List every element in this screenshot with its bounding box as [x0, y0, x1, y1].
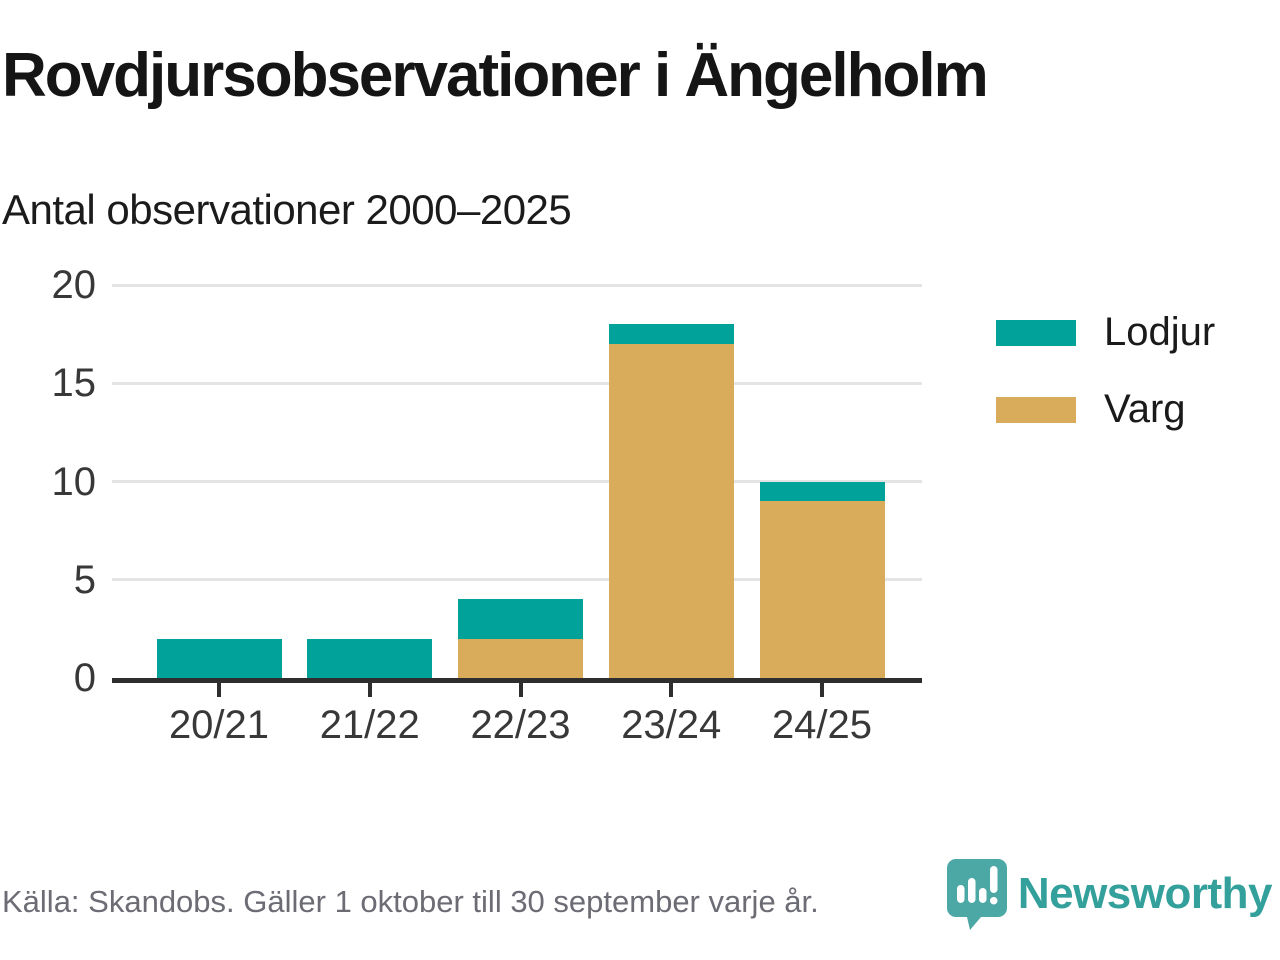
x-axis-tick — [820, 683, 824, 697]
chart-title: Rovdjursobservationer i Ängelholm — [2, 41, 989, 110]
x-tick-label: 24/25 — [771, 703, 873, 747]
x-axis-tick — [217, 683, 221, 697]
bar-segment-varg-23/24 — [608, 343, 734, 678]
gridline-y-5 — [112, 578, 922, 582]
gridline-y-10 — [112, 480, 922, 483]
legend-item-varg: Varg — [996, 387, 1215, 432]
x-tick-label: 20/21 — [168, 703, 270, 747]
y-tick-label: 5 — [73, 557, 96, 602]
legend-item-lodjur: Lodjur — [996, 310, 1215, 355]
y-tick-label: 15 — [51, 361, 97, 406]
plot-area: 0 5 10 15 20 20/21 21/22 22/23 23/24 24/25 — [52, 263, 922, 747]
legend: Lodjur Varg — [996, 310, 1215, 464]
x-tick-label: 22/23 — [470, 703, 571, 747]
chart-subtitle: Antal observationer 2000–2025 — [2, 186, 572, 233]
bar-segment-varg-22/23 — [458, 638, 583, 678]
y-tick-label: 0 — [73, 656, 96, 700]
x-axis-tick — [518, 683, 523, 697]
source-note: Källa: Skandobs. Gäller 1 oktober till 3… — [2, 884, 819, 919]
x-tick-label: 21/22 — [319, 703, 420, 747]
y-tick-label: 10 — [51, 459, 97, 504]
y-tick-label: 20 — [51, 263, 97, 307]
bar-segment-lodjur-23/24 — [608, 324, 734, 344]
legend-swatch-varg — [996, 396, 1076, 423]
x-axis-tick — [669, 683, 674, 697]
legend-swatch-lodjur — [996, 319, 1076, 346]
bar-segment-lodjur-24/25 — [759, 481, 885, 502]
legend-label: Lodjur — [1104, 310, 1216, 354]
bar-segment-lodjur-21/22 — [307, 638, 433, 678]
newsworthy-logo: Newsworthy — [946, 858, 1273, 930]
legend-label: Varg — [1104, 387, 1186, 431]
newsworthy-wordmark: Newsworthy — [1017, 869, 1273, 918]
x-tick-label: 23/24 — [621, 703, 722, 747]
newsworthy-speech-bubble-icon — [946, 859, 1007, 930]
bar-segment-varg-24/25 — [759, 501, 885, 678]
gridline-y-15 — [112, 381, 922, 385]
gridline-y-20 — [112, 283, 922, 287]
bar-segment-lodjur-20/21 — [156, 638, 282, 678]
bar-segment-lodjur-22/23 — [458, 599, 583, 639]
x-axis-tick — [367, 683, 372, 697]
